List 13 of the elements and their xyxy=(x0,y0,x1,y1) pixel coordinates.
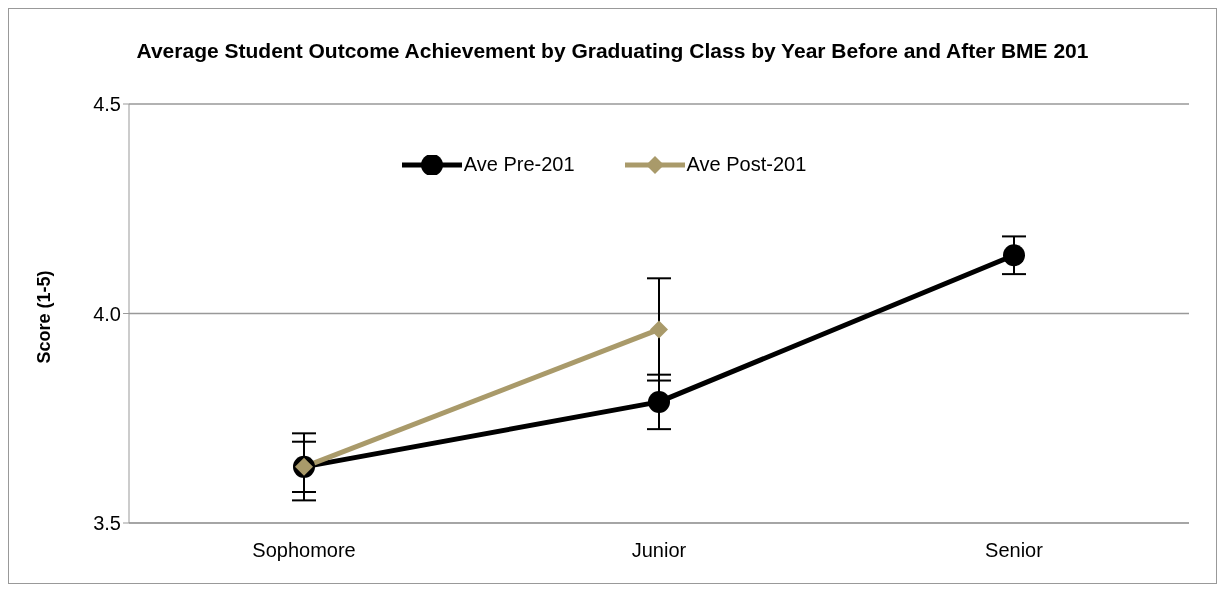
x-tick-label: Sophomore xyxy=(252,539,356,562)
legend-label: Ave Post-201 xyxy=(686,153,807,176)
point xyxy=(648,390,670,413)
chart-title: Average Student Outcome Achievement by Graduating Class by Year Before and After BME 201 xyxy=(135,39,1090,63)
y-tick-label: 4.5 xyxy=(93,93,121,116)
y-axis-title: Score (1-5) xyxy=(34,270,55,364)
y-tick-label: 3.5 xyxy=(93,512,121,535)
point xyxy=(1003,244,1025,267)
x-tick-label: Senior xyxy=(985,539,1044,562)
legend-label: Ave Pre-201 xyxy=(463,153,575,176)
point xyxy=(650,320,668,339)
y-tick-label: 4.0 xyxy=(93,302,121,325)
x-tick-label: Junior xyxy=(631,539,687,562)
